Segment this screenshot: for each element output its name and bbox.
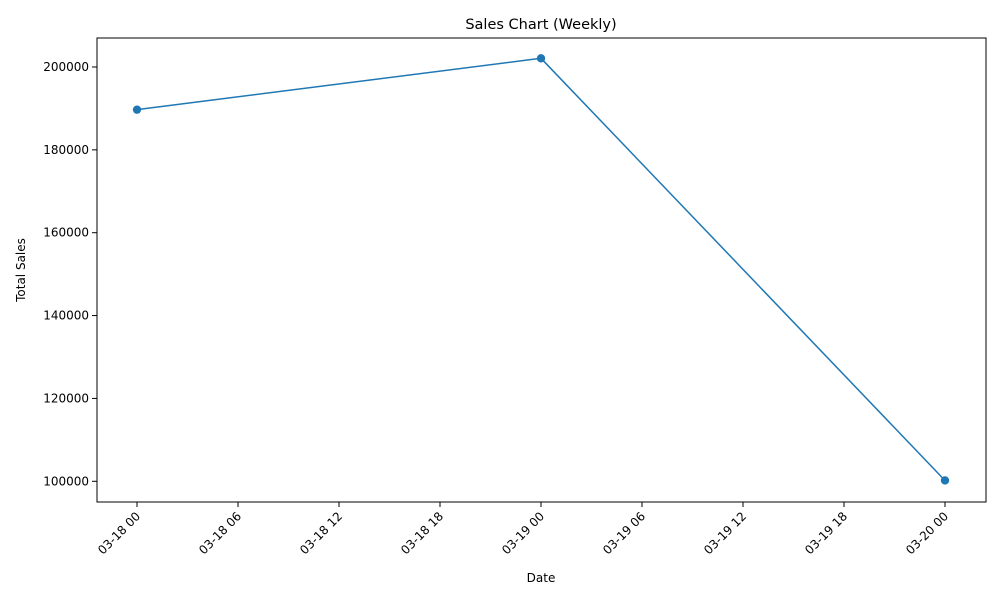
x-tick-label: 03-19 12 — [701, 509, 749, 557]
plot-area — [96, 37, 987, 503]
x-axis-title: Date — [527, 571, 556, 585]
x-tick-label: 03-19 18 — [802, 509, 850, 557]
y-tick-label: 140000 — [43, 309, 89, 323]
x-axis: 03-18 00 03-18 06 03-18 12 03-18 18 03-19 00… — [95, 502, 951, 557]
series-layer — [132, 54, 950, 485]
x-tick-label: 03-18 06 — [196, 509, 244, 557]
y-tick-label: 180000 — [43, 143, 89, 157]
x-tick-label: 03-19 06 — [600, 509, 648, 557]
y-axis-title: Total Sales — [14, 238, 28, 303]
y-tick-label: 120000 — [43, 391, 89, 405]
data-point — [536, 54, 546, 63]
y-tick-label: 160000 — [43, 226, 89, 240]
x-tick-label: 03-18 18 — [398, 509, 446, 557]
x-tick-label: 03-18 00 — [95, 509, 143, 557]
y-axis: 100000 120000 140000 160000 180000 200000 — [43, 60, 97, 488]
data-point — [940, 476, 950, 485]
data-point — [132, 105, 142, 114]
x-tick-label: 03-20 00 — [903, 509, 951, 557]
x-tick-label: 03-19 00 — [499, 509, 547, 557]
y-tick-label: 200000 — [43, 60, 89, 74]
chart-title: Sales Chart (Weekly) — [465, 17, 616, 33]
series-line — [136, 57, 946, 481]
y-tick-label: 100000 — [43, 474, 89, 488]
x-tick-label: 03-18 12 — [297, 509, 345, 557]
